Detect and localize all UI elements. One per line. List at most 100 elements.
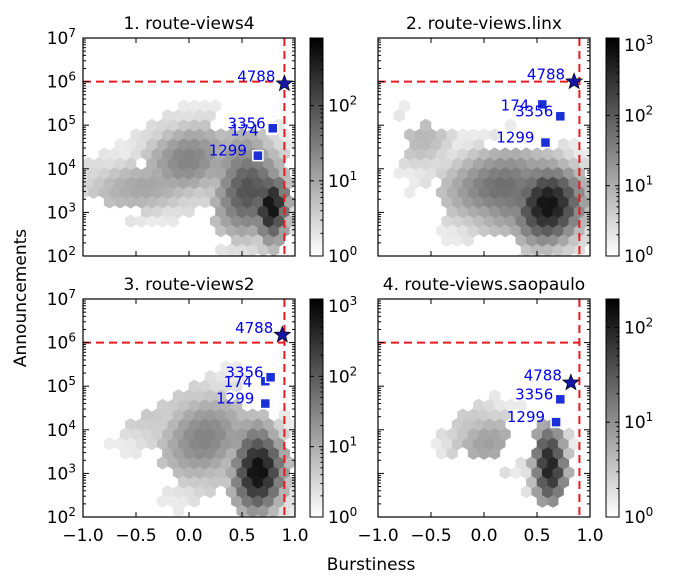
hexbin-cell <box>515 176 527 190</box>
hexbin-cell <box>504 118 517 132</box>
hexbin-cell <box>215 243 227 256</box>
hexbin-cell <box>425 166 437 180</box>
hexbin-cell <box>247 466 259 480</box>
hexbin-cell <box>262 475 275 489</box>
hexbin-cell <box>225 243 237 256</box>
hexbin-cell <box>520 224 532 238</box>
hexbin-cell <box>141 185 153 199</box>
hexbin-cell <box>188 118 200 132</box>
hexbin-cell <box>199 398 211 412</box>
hexbin-cell <box>284 475 295 489</box>
hexbin-cell <box>204 427 216 441</box>
hexbin-cell <box>156 118 169 132</box>
hexbin-cell <box>404 147 416 161</box>
x-tick-label: 1.0 <box>281 526 308 546</box>
hexbin-cell <box>199 176 211 190</box>
hexbin-cell <box>446 224 458 238</box>
hexbin-cell <box>462 137 474 151</box>
hexbin-cell <box>510 205 522 219</box>
hexbin-cell <box>552 224 564 238</box>
hexbin-cell <box>473 137 485 151</box>
hexbin-cell <box>542 205 554 219</box>
hexbin-cell <box>125 418 137 432</box>
y-tick-label: 102 <box>47 244 76 267</box>
asn-3356-label: 3356 <box>515 102 553 120</box>
hexbin-cell <box>188 176 200 190</box>
hexbin-cell <box>125 195 137 209</box>
hexbin-cell <box>125 176 137 190</box>
hexbin-cell <box>220 360 232 374</box>
hexbin-cell <box>436 147 448 161</box>
hexbin-cell <box>462 176 474 190</box>
hexbin-cell <box>103 157 116 171</box>
hexbin-cell <box>420 176 432 190</box>
hexbin-cell <box>467 205 479 219</box>
hexbin-cell <box>467 128 479 142</box>
hexbin-cell <box>467 185 479 199</box>
hexbin-cell <box>451 418 464 432</box>
hexbin-cell <box>520 466 532 480</box>
hexbin-cell <box>531 224 543 238</box>
hexbin-cell <box>204 147 216 161</box>
hexbin-cell <box>252 456 264 470</box>
hexbin-cell <box>215 466 227 480</box>
hexbin-cell <box>188 475 200 489</box>
hexbin-cell <box>209 176 222 190</box>
hexbin-cell <box>552 466 564 480</box>
colorbar-bar <box>605 298 620 518</box>
hexbin-cell <box>194 128 206 142</box>
hexbin-cell <box>146 176 158 190</box>
hexbin-cell <box>199 418 211 432</box>
hexbin-cell <box>209 398 222 412</box>
hexbin-cell <box>531 205 543 219</box>
hexbin-cell <box>494 214 506 228</box>
hexbin-cell <box>268 427 280 441</box>
hexbin-cell <box>162 147 174 161</box>
hexbin-cell <box>209 214 222 228</box>
hexbin-cell <box>526 456 538 470</box>
hexbin-cell <box>236 128 248 142</box>
asn-1299-label: 1299 <box>496 129 534 147</box>
hexbin-cell <box>199 137 211 151</box>
hexbin-cell <box>425 147 437 161</box>
hexbin-cell <box>167 456 179 470</box>
hexbin-cell <box>563 427 575 441</box>
hexbin-cell <box>252 418 264 432</box>
hexbin-cell <box>473 398 485 412</box>
hexbin-cell <box>467 427 479 441</box>
hexbin-cell <box>504 398 517 412</box>
hexbin-cell <box>204 389 216 403</box>
hexbin-cell <box>510 147 522 161</box>
hexbin-cell <box>547 475 559 489</box>
hexbin-cell <box>141 128 153 142</box>
hexbin-cell <box>441 233 453 247</box>
hexbin-cell <box>204 166 216 180</box>
hexbin-cell <box>451 437 464 451</box>
hexbin-cell <box>178 118 190 132</box>
hexbin-cell <box>526 475 538 489</box>
hexbin-cell <box>236 504 248 517</box>
panel-1: 102 103 104 105 106 107 1. route-views4 4788 174… <box>47 14 358 267</box>
hexbin-cell <box>225 205 237 219</box>
hexbin-cell <box>225 446 237 460</box>
hexbin-cell <box>151 166 163 180</box>
hexbin-cell <box>504 214 517 228</box>
hexbin-cell <box>473 195 485 209</box>
hexbin-cell <box>552 205 564 219</box>
hexbin-cell <box>430 137 442 151</box>
colorbar-tick-label: 102 <box>624 315 653 338</box>
hexbin-cell <box>520 166 532 180</box>
hexbin-cell <box>231 494 243 508</box>
hexbin-cell <box>531 263 542 276</box>
asn-3356-square-marker <box>264 371 277 384</box>
hexbin-cell <box>130 128 142 142</box>
hexbin-cell <box>252 437 264 451</box>
hexbin-cell <box>478 408 490 422</box>
hexbin-cell <box>204 109 216 123</box>
hexbin-cell <box>289 485 295 499</box>
hexbin-cell <box>135 176 147 190</box>
hexbin-cell <box>436 224 448 238</box>
hexbin-cell <box>135 214 147 228</box>
hexbin-cell <box>241 157 253 171</box>
hexbin-cell <box>156 456 169 470</box>
